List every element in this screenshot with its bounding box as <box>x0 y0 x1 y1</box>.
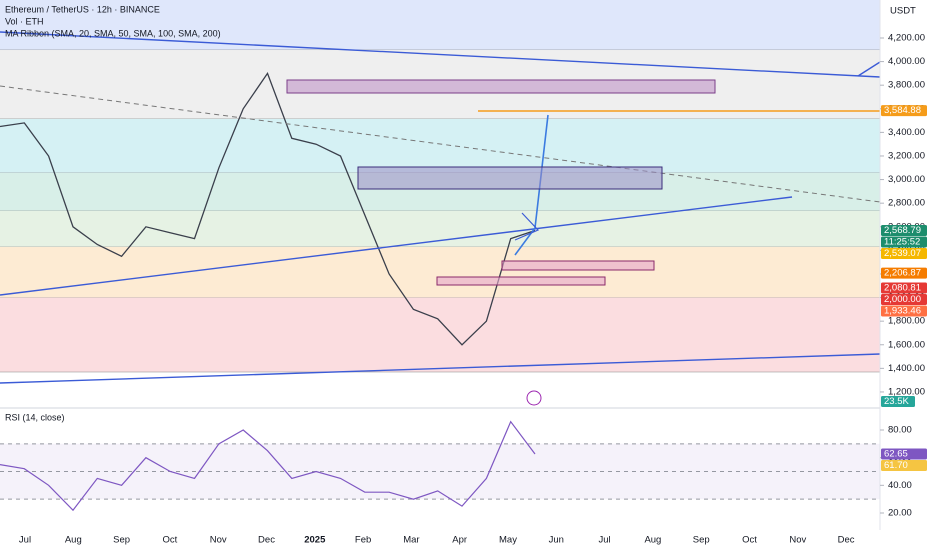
box <box>501 260 655 271</box>
y-tick-label: 40.00 <box>888 480 912 491</box>
x-tick-label: Feb <box>355 535 371 546</box>
x-tick-label: Dec <box>258 535 275 546</box>
y-tick-label: 3,200.00 <box>888 150 925 161</box>
plot <box>0 72 880 512</box>
volume-badge <box>881 396 915 407</box>
y-tick-label: 3,000.00 <box>888 174 925 185</box>
box <box>436 276 606 286</box>
trend-line <box>0 196 793 296</box>
y-tick-label: 3,800.00 <box>888 80 925 91</box>
x-tick-label: Mar <box>403 535 419 546</box>
price-badge <box>881 224 927 236</box>
price-badge-label: 2,568.79 <box>884 225 921 236</box>
price-badge-label: 61.70 <box>884 460 908 471</box>
trend-line <box>857 61 881 77</box>
chart-title: Ethereum / TetherUS · 12h · BINANCE <box>5 4 160 14</box>
x-tick-label: Oct <box>742 535 757 546</box>
x-tick-label: Jul <box>599 535 611 546</box>
zone <box>0 118 880 173</box>
price-badge-label: 2,000.00 <box>884 294 921 305</box>
price-badge <box>881 105 927 117</box>
labels: 1,200.00 1,400.00 1,600.00 1,800.00 2,000.00… <box>19 33 927 546</box>
x-tick-label: Nov <box>789 535 806 546</box>
price-badge-label: 3,584.88 <box>884 105 921 116</box>
rsi-title: RSI (14, close) <box>5 412 65 422</box>
x-tick-label: Sep <box>113 535 130 546</box>
y-tick-label: 80.00 <box>888 425 912 436</box>
price-badge <box>881 448 927 460</box>
volume-label: 23.5K <box>884 396 909 407</box>
zone <box>0 297 880 373</box>
x-tick-label: 2025 <box>304 535 326 546</box>
box <box>357 166 663 190</box>
projection <box>514 114 549 256</box>
triangle <box>514 212 540 241</box>
y-tick-label: 20.00 <box>888 508 912 519</box>
rsi-line <box>0 420 536 512</box>
price-badge-label: 2,206.87 <box>884 268 921 279</box>
price-line <box>0 72 536 346</box>
trend-line <box>0 353 881 384</box>
background <box>0 0 880 373</box>
trend-line <box>0 31 881 78</box>
zone <box>0 0 880 51</box>
y-tick-label: 4,000.00 <box>888 56 925 67</box>
y-tick-label: 1,400.00 <box>888 363 925 374</box>
x-tick-label: Dec <box>838 535 855 546</box>
zone <box>0 246 880 298</box>
box <box>286 79 716 94</box>
y-tick-label: 1,800.00 <box>888 316 925 327</box>
price-badge <box>881 459 927 471</box>
price-badge-label: 1,933.46 <box>884 306 921 317</box>
price-badge <box>881 282 927 294</box>
x-tick-label: Jun <box>549 535 564 546</box>
price-badge-label: 2,080.81 <box>884 283 921 294</box>
x-tick-label: Aug <box>65 535 82 546</box>
currency: USDT <box>890 6 916 17</box>
price-badge <box>881 236 927 248</box>
x-tick-label: Jul <box>19 535 31 546</box>
y-tick-label: 1,200.00 <box>888 386 925 397</box>
x-tick-label: Apr <box>452 535 467 546</box>
dashed-line <box>0 85 881 203</box>
price-badge-label: 62.65 <box>884 449 908 460</box>
y-tick-label: 2,800.00 <box>888 198 925 209</box>
x-tick-label: Sep <box>693 535 710 546</box>
x-tick-label: Aug <box>644 535 661 546</box>
subtitle: Vol · ETH <box>5 16 44 26</box>
price-badge <box>881 247 927 259</box>
x-tick-label: Oct <box>163 535 178 546</box>
y-tick-label: 1,600.00 <box>888 339 925 350</box>
y-tick-label: 4,200.00 <box>888 33 925 44</box>
event-icon <box>526 390 542 406</box>
zone <box>0 210 880 247</box>
indicator-label: MA Ribbon (SMA, 20, SMA, 50, SMA, 100, S… <box>5 28 221 38</box>
x-tick-label: Nov <box>210 535 227 546</box>
price-badge <box>881 267 927 279</box>
x-tick-label: May <box>499 535 517 546</box>
price-badge <box>881 305 927 317</box>
price-badge-label: 11:25:52 <box>884 236 920 247</box>
price-badge <box>881 294 927 306</box>
price-badge-label: 2,539.07 <box>884 248 921 259</box>
y-tick-label: 3,400.00 <box>888 127 925 138</box>
drawings <box>0 0 881 530</box>
